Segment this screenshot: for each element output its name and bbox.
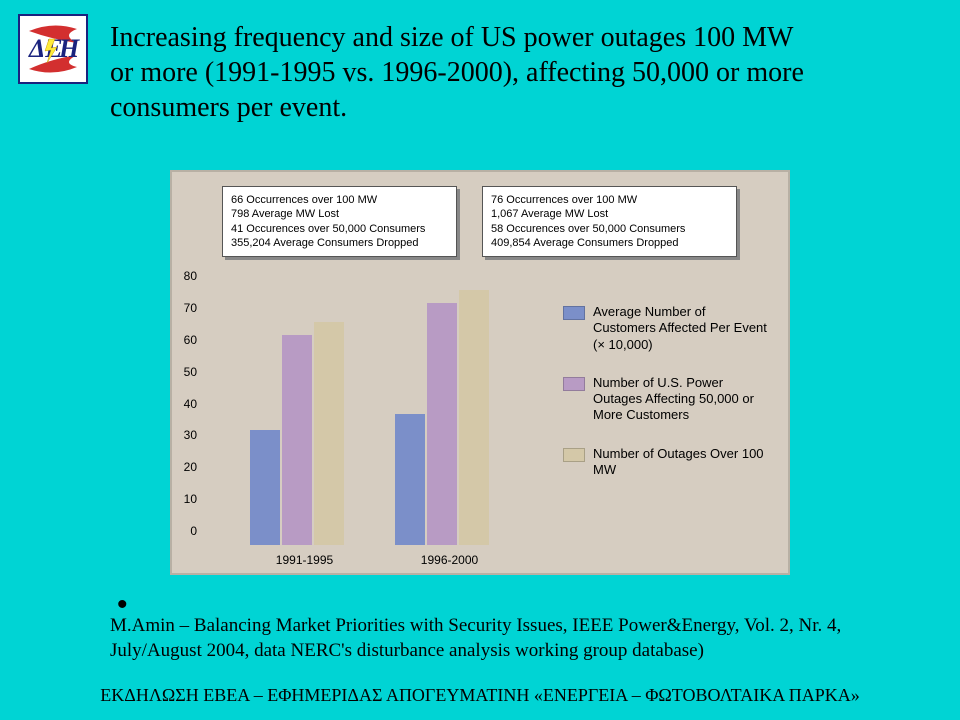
y-tick: 20 bbox=[167, 460, 197, 474]
citation-text: M.Amin – Balancing Market Priorities wit… bbox=[110, 614, 930, 663]
info-left-l2: 798 Average MW Lost bbox=[231, 207, 448, 221]
title-line-3: consumers per event. bbox=[110, 92, 347, 123]
y-tick: 0 bbox=[167, 524, 197, 538]
bar bbox=[395, 414, 425, 545]
bar bbox=[427, 303, 457, 545]
bar-group bbox=[395, 290, 491, 545]
y-tick: 10 bbox=[167, 492, 197, 506]
title-line-1: Increasing frequency and size of US powe… bbox=[110, 22, 793, 53]
bar bbox=[250, 430, 280, 545]
y-tick: 30 bbox=[167, 428, 197, 442]
y-tick: 40 bbox=[167, 397, 197, 411]
x-label-1: 1996-2000 bbox=[377, 553, 522, 567]
legend-label: Number of U.S. Power Outages Affecting 5… bbox=[593, 375, 768, 424]
legend-label: Number of Outages Over 100 MW bbox=[593, 446, 768, 479]
bar-group bbox=[250, 322, 346, 545]
y-tick: 70 bbox=[167, 301, 197, 315]
svg-text:ΔE: ΔE bbox=[28, 34, 63, 63]
company-logo: ΔE H bbox=[18, 14, 88, 84]
citation-l2: July/August 2004, data NERC's disturbanc… bbox=[110, 640, 704, 661]
x-axis-labels: 1991-1995 1996-2000 bbox=[232, 553, 522, 567]
y-tick: 60 bbox=[167, 333, 197, 347]
bar-chart: 01020304050607080 1991-1995 1996-2000 bbox=[232, 290, 522, 545]
chart-figure: 66 Occurrences over 100 MW 798 Average M… bbox=[170, 170, 790, 575]
info-left-l1: 66 Occurrences over 100 MW bbox=[231, 193, 448, 207]
info-right-l1: 76 Occurrences over 100 MW bbox=[491, 193, 728, 207]
info-right-l2: 1,067 Average MW Lost bbox=[491, 207, 728, 221]
page-title: Increasing frequency and size of US powe… bbox=[110, 20, 930, 125]
svg-text:H: H bbox=[58, 34, 80, 63]
bar bbox=[459, 290, 489, 545]
legend-item: Number of Outages Over 100 MW bbox=[563, 446, 768, 479]
y-tick: 50 bbox=[167, 365, 197, 379]
info-right-l3: 58 Occurences over 50,000 Consumers bbox=[491, 222, 728, 236]
footer-text: ΕΚΔΗΛΩΣΗ ΕΒΕΑ – ΕΦΗΜΕΡΙΔΑΣ ΑΠΟΓΕΥΜΑΤΙΝΗ … bbox=[0, 685, 960, 706]
info-box-right: 76 Occurrences over 100 MW 1,067 Average… bbox=[482, 186, 737, 257]
x-label-0: 1991-1995 bbox=[232, 553, 377, 567]
citation-l1: M.Amin – Balancing Market Priorities wit… bbox=[110, 615, 841, 636]
info-right-l4: 409,854 Average Consumers Dropped bbox=[491, 236, 728, 250]
legend-item: Average Number of Customers Affected Per… bbox=[563, 304, 768, 353]
info-left-l3: 41 Occurences over 50,000 Consumers bbox=[231, 222, 448, 236]
chart-legend: Average Number of Customers Affected Per… bbox=[563, 304, 768, 500]
bar bbox=[314, 322, 344, 545]
info-box-left: 66 Occurrences over 100 MW 798 Average M… bbox=[222, 186, 457, 257]
legend-label: Average Number of Customers Affected Per… bbox=[593, 304, 768, 353]
legend-swatch bbox=[563, 306, 585, 320]
legend-item: Number of U.S. Power Outages Affecting 5… bbox=[563, 375, 768, 424]
legend-swatch bbox=[563, 377, 585, 391]
legend-swatch bbox=[563, 448, 585, 462]
info-left-l4: 355,204 Average Consumers Dropped bbox=[231, 236, 448, 250]
y-tick: 80 bbox=[167, 269, 197, 283]
bar bbox=[282, 335, 312, 545]
title-line-2: or more (1991-1995 vs. 1996-2000), affec… bbox=[110, 57, 804, 88]
